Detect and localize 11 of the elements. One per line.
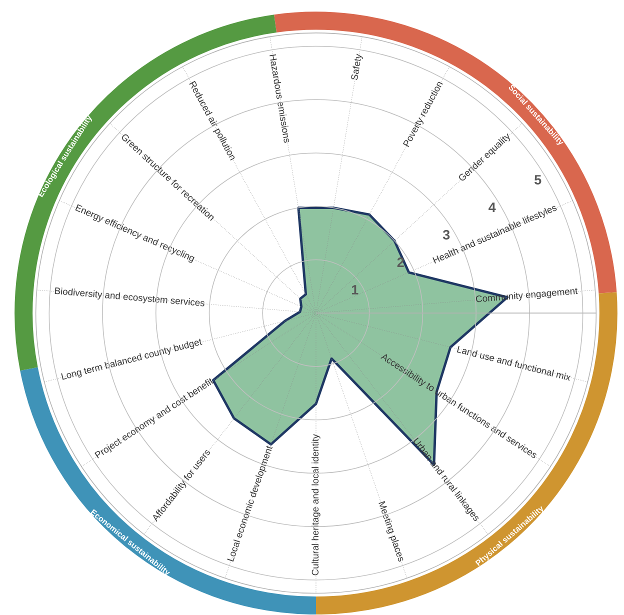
spoke-label: Cultural heritage and local identity [312, 434, 320, 576]
y-tick-label: 1 [352, 285, 358, 295]
spoke-label: Hazardous emissions [270, 54, 289, 143]
spoke-label: Community engagement [476, 288, 578, 302]
y-tick-label: 4 [488, 202, 496, 212]
spoke-label: Safety [351, 54, 363, 80]
y-tick-label: 5 [534, 175, 542, 185]
spoke-label: Biodiversity and ecosystem services [54, 288, 204, 306]
y-tick-label: 2 [397, 258, 404, 268]
spoke-label: Meeting places [378, 501, 404, 562]
y-tick-label: 3 [442, 230, 450, 240]
